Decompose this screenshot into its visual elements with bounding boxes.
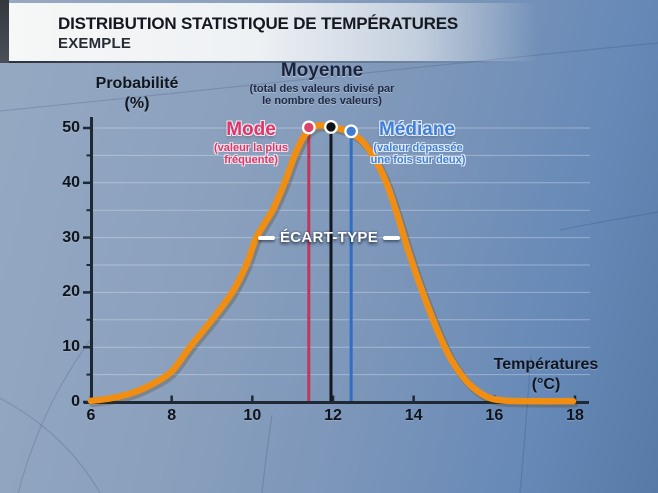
mode-dot [301, 120, 316, 135]
y-axis-title-line: Probabilité [95, 75, 179, 92]
x-axis-title-line: Températures [493, 356, 599, 373]
moyenne-label: Moyenne [280, 60, 364, 81]
moyenne-sublabel-line: (total des valeurs divisé par [249, 83, 395, 95]
graticule-line [519, 354, 532, 493]
ecart-type-left-dash [257, 235, 275, 240]
moyenne-sublabel-line: le nombre des valeurs) [262, 95, 382, 107]
mode-sublabel-line: (valeur la plus [214, 142, 288, 154]
graticule-line [559, 211, 658, 231]
ecart-type-right-dash [383, 235, 401, 240]
mediane-sublabel-line: une fois sur deux) [370, 154, 466, 166]
page-subtitle: EXEMPLE [58, 35, 132, 52]
distribution-curve [87, 122, 577, 405]
ecart-type-annotation: ÉCART-TYPE [257, 229, 401, 246]
mode-label: Mode [226, 119, 276, 140]
mediane-sublabel: (valeur dépassée une fois sur deux) [371, 142, 466, 166]
ecart-type-label: ÉCART-TYPE [279, 229, 379, 246]
mode-sublabel-line: fréquente) [224, 154, 278, 166]
x-axis-title-line: (°C) [531, 376, 561, 393]
graticule-line [0, 397, 101, 493]
header-left-strip [0, 0, 9, 63]
mediane-sublabel-line: (valeur dépassée [373, 142, 463, 154]
graticule-line [0, 42, 658, 112]
header-band [9, 3, 554, 61]
mediane-label: Médiane [378, 119, 456, 140]
page-title: DISTRIBUTION STATISTIQUE DE TEMPÉRATURES [58, 14, 459, 33]
mediane-dot [344, 124, 359, 139]
y-axis-title-line: (%) [124, 95, 150, 112]
mode-sublabel: (valeur la plus fréquente) [214, 142, 288, 166]
moyenne-dot [324, 119, 338, 134]
y-axis-title: Probabilité (%) [96, 74, 179, 114]
x-axis-title: Températures (°C) [494, 355, 599, 395]
graticule-line [261, 414, 273, 493]
graticule-line [17, 337, 93, 493]
header-bottom-edge [9, 61, 549, 63]
moyenne-sublabel: (total des valeurs divisé par le nombre … [250, 83, 395, 107]
